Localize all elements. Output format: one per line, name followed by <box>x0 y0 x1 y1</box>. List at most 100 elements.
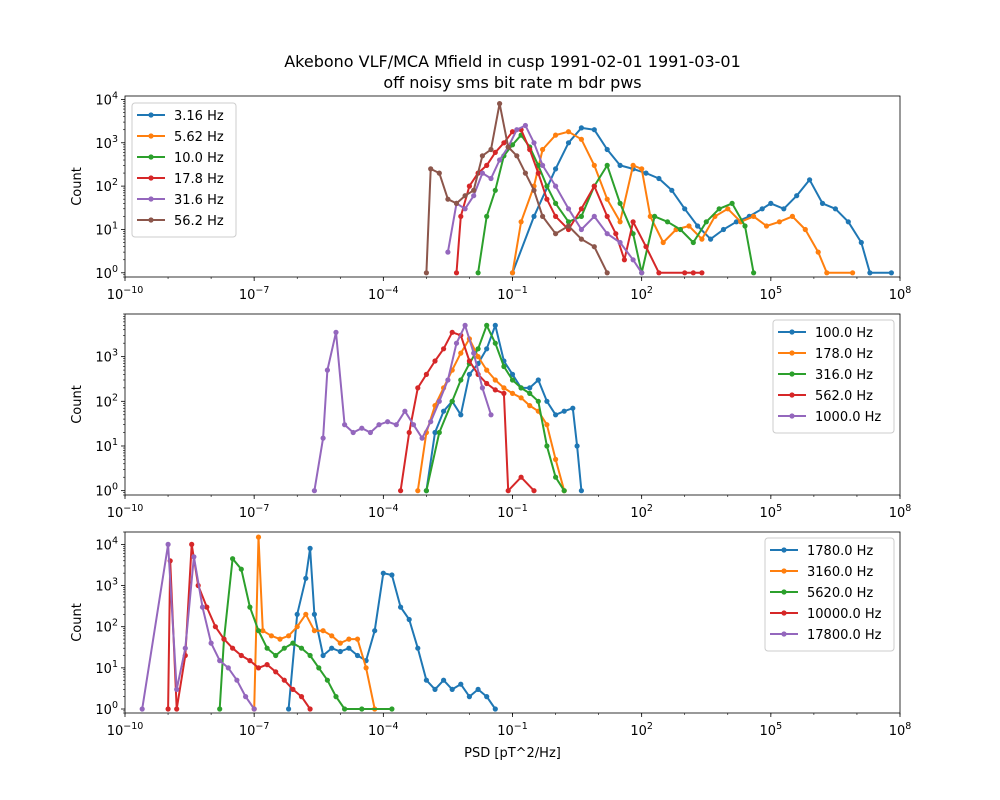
data-point <box>553 183 559 189</box>
data-point <box>333 694 339 700</box>
series-line-2-4 <box>399 331 535 492</box>
data-point <box>307 706 313 712</box>
y-tick-label: 100 <box>95 700 118 718</box>
legend-marker <box>781 589 787 595</box>
data-point <box>475 686 481 693</box>
data-point <box>484 346 490 352</box>
data-point <box>471 193 477 199</box>
y-tick-label: 100 <box>95 264 118 282</box>
data-point <box>217 658 223 664</box>
panel-2: 10−10 10−7 10−4 10−1 102 105 108 100 101 102 103 Co… <box>70 313 912 521</box>
data-point <box>682 270 688 276</box>
data-point <box>294 624 300 630</box>
data-point <box>324 367 330 373</box>
x-tick-label: 10−10 <box>107 285 144 303</box>
y-tick-label: 103 <box>95 348 118 366</box>
data-point <box>708 236 714 242</box>
data-point <box>234 677 240 683</box>
data-point <box>733 219 740 225</box>
data-point <box>544 183 550 189</box>
data-point <box>553 166 559 172</box>
data-point <box>286 706 292 712</box>
panel-3: 10−10 10−7 10−4 10−1 102 105 108 100 101 102 103 10… <box>70 531 911 761</box>
x-tick-label: 105 <box>760 721 783 739</box>
legend-marker <box>781 568 787 574</box>
legend: 1780.0 Hz 3160.0 Hz 5620.0 Hz 10000.0 Hz 178… <box>764 537 895 652</box>
x-tick-label: 10−10 <box>107 721 144 739</box>
chart-title-line-2: off noisy sms bit rate m bdr pws <box>383 73 641 92</box>
data-point <box>432 429 438 436</box>
data-point <box>428 419 434 425</box>
data-point <box>484 213 490 219</box>
series-line-1-2 <box>511 130 853 274</box>
data-point <box>458 412 464 418</box>
data-point <box>850 270 856 276</box>
data-point <box>565 223 572 229</box>
data-point <box>410 422 417 428</box>
data-point <box>484 162 490 168</box>
y-tick-label: 103 <box>95 134 118 152</box>
data-point <box>768 200 774 206</box>
x-tick-label: 10−7 <box>239 721 270 739</box>
legend-label: 10000.0 Hz <box>807 607 882 622</box>
data-point <box>436 429 442 436</box>
data-point <box>690 270 696 276</box>
data-point <box>402 408 408 414</box>
data-point <box>432 686 438 693</box>
data-point <box>449 398 455 404</box>
data-point <box>656 175 662 182</box>
data-point <box>174 706 180 712</box>
x-tick-label: 102 <box>630 285 653 303</box>
data-point <box>432 358 438 364</box>
data-point <box>475 270 481 276</box>
data-point <box>492 706 498 712</box>
data-point <box>492 340 498 346</box>
data-point <box>199 604 206 610</box>
data-point <box>466 371 472 377</box>
x-tick-label: 10−10 <box>107 503 144 521</box>
data-point <box>522 122 529 129</box>
data-point <box>225 665 231 671</box>
data-point <box>342 706 348 712</box>
plot-area <box>423 101 895 276</box>
data-point <box>488 175 494 182</box>
y-tick-label: 102 <box>95 618 118 636</box>
legend-box <box>772 319 895 434</box>
data-point <box>393 422 399 428</box>
data-point <box>553 456 559 462</box>
data-point <box>492 377 498 383</box>
data-point <box>423 371 429 377</box>
data-point <box>359 706 365 712</box>
data-point <box>578 206 585 212</box>
data-point <box>290 640 296 646</box>
y-tick-label: 104 <box>95 90 118 108</box>
data-point <box>307 545 313 552</box>
y-tick-label: 101 <box>95 220 118 238</box>
data-point <box>501 140 507 146</box>
data-point <box>664 219 671 225</box>
data-point <box>458 377 464 383</box>
data-point <box>815 249 821 255</box>
x-tick-label: 108 <box>889 503 912 521</box>
legend-marker <box>789 413 795 419</box>
data-point <box>273 669 279 675</box>
data-point <box>669 187 675 193</box>
legend-label: 10.0 Hz <box>174 151 224 166</box>
data-point <box>462 206 468 212</box>
data-point <box>255 534 262 540</box>
data-point <box>565 129 572 135</box>
data-point <box>488 412 494 418</box>
data-point <box>415 488 421 494</box>
legend-marker <box>789 329 795 335</box>
data-point <box>264 662 270 668</box>
data-point <box>699 236 705 242</box>
data-point <box>475 354 481 360</box>
data-point <box>832 206 839 212</box>
x-tick-label: 10−4 <box>368 503 399 521</box>
legend-marker <box>148 196 154 202</box>
y-tick-label: 101 <box>95 437 118 455</box>
data-point <box>484 322 490 328</box>
x-tick-label: 10−4 <box>368 285 399 303</box>
legend-label: 5620.0 Hz <box>807 586 873 601</box>
data-point <box>677 226 684 233</box>
